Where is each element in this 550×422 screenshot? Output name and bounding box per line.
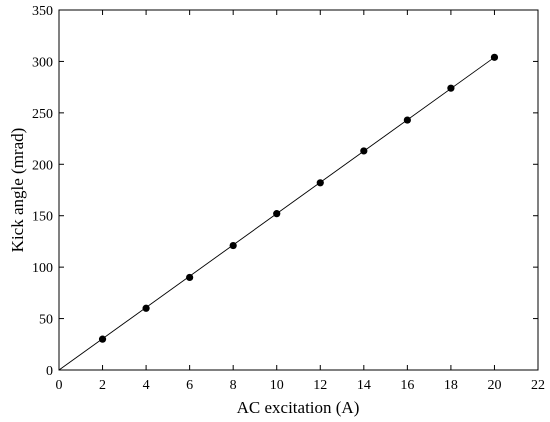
- y-tick-label: 200: [32, 158, 53, 173]
- y-tick-label: 0: [46, 364, 53, 379]
- data-point: [273, 210, 281, 218]
- x-tick-label: 2: [99, 378, 106, 393]
- x-tick-label: 12: [313, 378, 327, 393]
- x-axis-label: AC excitation (A): [237, 398, 360, 417]
- data-point: [490, 53, 499, 61]
- data-point: [403, 116, 411, 124]
- x-tick-label: 8: [230, 378, 237, 393]
- data-point: [447, 84, 455, 92]
- x-tick-label: 18: [444, 378, 458, 393]
- x-tick-label: 10: [270, 378, 284, 393]
- data-point: [98, 335, 107, 343]
- data-point: [229, 241, 237, 250]
- x-tick-label: 14: [357, 378, 371, 393]
- plot-frame: [58, 9, 539, 371]
- y-tick-label: 350: [32, 4, 53, 19]
- data-points: [98, 53, 499, 343]
- x-tick-label: 16: [400, 378, 414, 393]
- x-tick-label: 0: [56, 378, 63, 393]
- y-tick-label: 150: [32, 210, 53, 225]
- x-tick-label: 22: [531, 378, 545, 393]
- x-tick-label: 20: [487, 378, 501, 393]
- x-tick-label: 4: [143, 378, 150, 393]
- y-tick-label: 100: [32, 261, 53, 276]
- data-point: [360, 147, 368, 155]
- y-tick-label: 300: [32, 55, 53, 70]
- data-point: [316, 179, 324, 187]
- y-axis-label: Kick angle (mrad): [8, 128, 27, 253]
- x-tick-label: 6: [186, 378, 193, 393]
- ticks: 0 2 4 6 8 10 12 14 16 18 20 22 0 50 100 150 200 250 300 350: [32, 4, 545, 393]
- data-point: [142, 304, 150, 312]
- y-tick-label: 250: [32, 107, 53, 122]
- y-tick-label: 50: [39, 313, 53, 328]
- data-point: [186, 273, 194, 282]
